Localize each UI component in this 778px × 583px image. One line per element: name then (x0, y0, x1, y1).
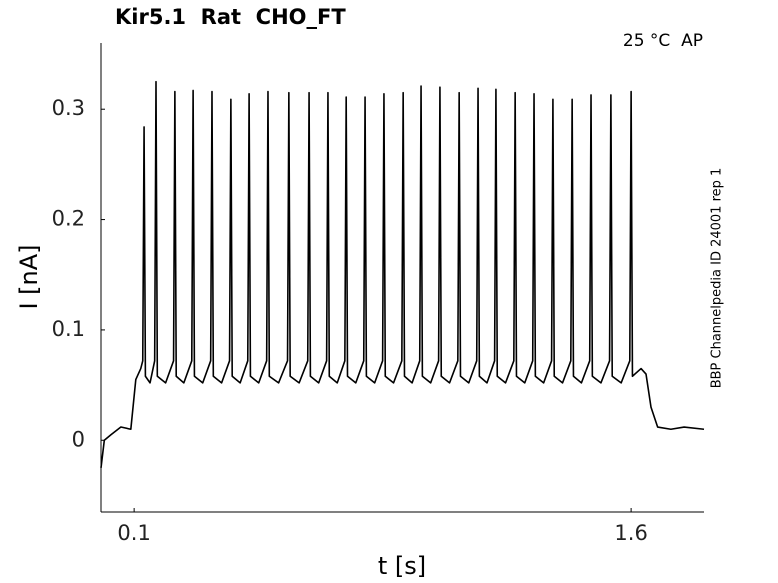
y-tick-label: 0.3 (52, 96, 85, 120)
annotation: 25 °C AP (623, 31, 703, 51)
y-axis-label: I [nA] (15, 244, 43, 309)
x-tick-label: 1.6 (614, 521, 647, 545)
x-tick-label: 0.1 (117, 521, 150, 545)
y-tick-label: 0.1 (52, 317, 85, 341)
y-tick-label: 0 (72, 427, 85, 451)
y-tick-label: 0.2 (52, 207, 85, 231)
chart-title: Kir5.1 Rat CHO_FT (115, 5, 346, 29)
side-label: BBP Channelpedia ID 24001 rep 1 (710, 168, 725, 389)
trace (100, 80, 705, 468)
x-axis-label: t [s] (378, 552, 426, 580)
